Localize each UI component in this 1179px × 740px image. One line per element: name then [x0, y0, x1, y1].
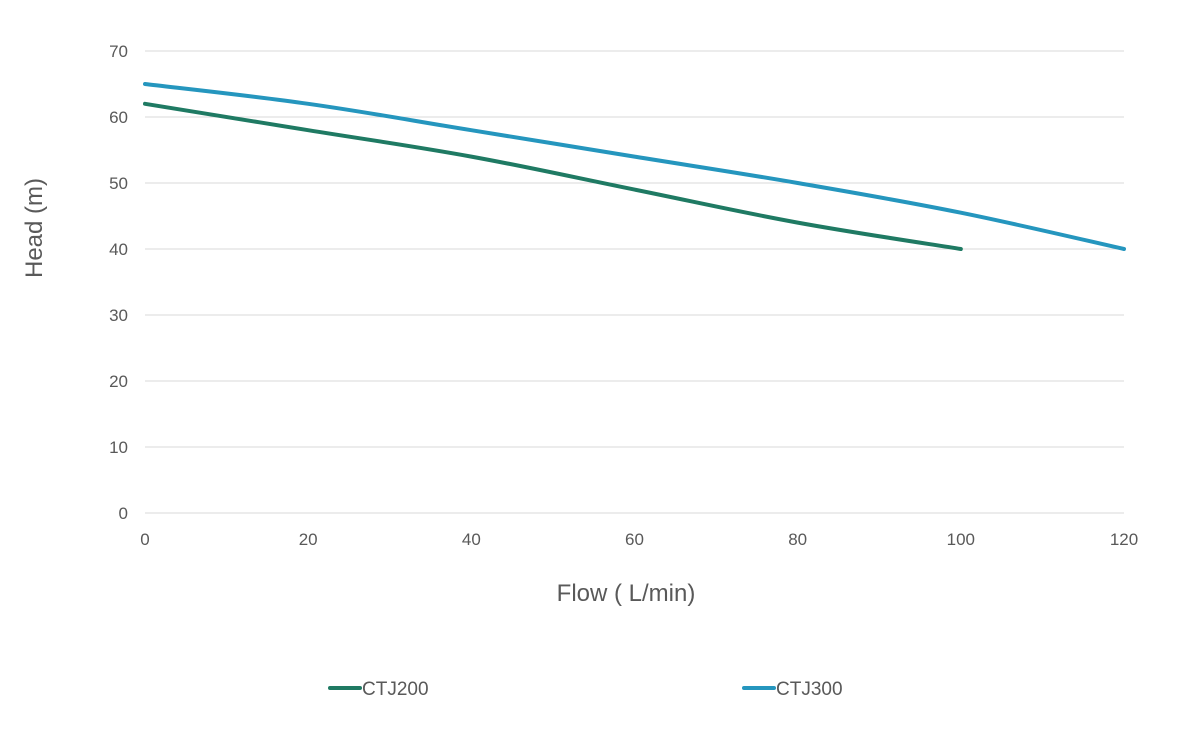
x-tick-label: 60: [625, 530, 644, 549]
y-tick-label: 50: [109, 174, 128, 193]
y-tick-label: 40: [109, 240, 128, 259]
legend-item-ctj300: CTJ300: [742, 679, 843, 700]
x-tick-label: 20: [299, 530, 318, 549]
y-tick-label: 0: [119, 504, 128, 523]
series-line-ctj300: [143, 82, 1126, 251]
y-tick-labels: 0 10 20 30 40 50 60 70: [109, 42, 128, 523]
legend-label: CTJ300: [776, 679, 843, 700]
y-tick-label: 70: [109, 42, 128, 61]
series-layer: [143, 82, 1126, 251]
legend-label: CTJ200: [362, 679, 429, 700]
y-axis-title: Head (m): [21, 178, 48, 278]
x-axis-title: Flow ( L/min): [557, 580, 696, 607]
y-tick-label: 30: [109, 306, 128, 325]
series-line-ctj200: [143, 101, 963, 251]
y-tick-label: 10: [109, 438, 128, 457]
x-tick-label: 120: [1110, 530, 1138, 549]
x-tick-labels: 0 20 40 60 80 100 120: [140, 530, 1138, 549]
x-tick-label: 40: [462, 530, 481, 549]
legend-item-ctj200: CTJ200: [328, 679, 429, 700]
x-tick-label: 80: [788, 530, 807, 549]
grid-layer: [145, 50, 1124, 514]
x-tick-label: 100: [947, 530, 975, 549]
y-tick-label: 60: [109, 108, 128, 127]
legend: CTJ200 CTJ300: [328, 679, 843, 700]
y-tick-label: 20: [109, 372, 128, 391]
x-tick-label: 0: [140, 530, 149, 549]
